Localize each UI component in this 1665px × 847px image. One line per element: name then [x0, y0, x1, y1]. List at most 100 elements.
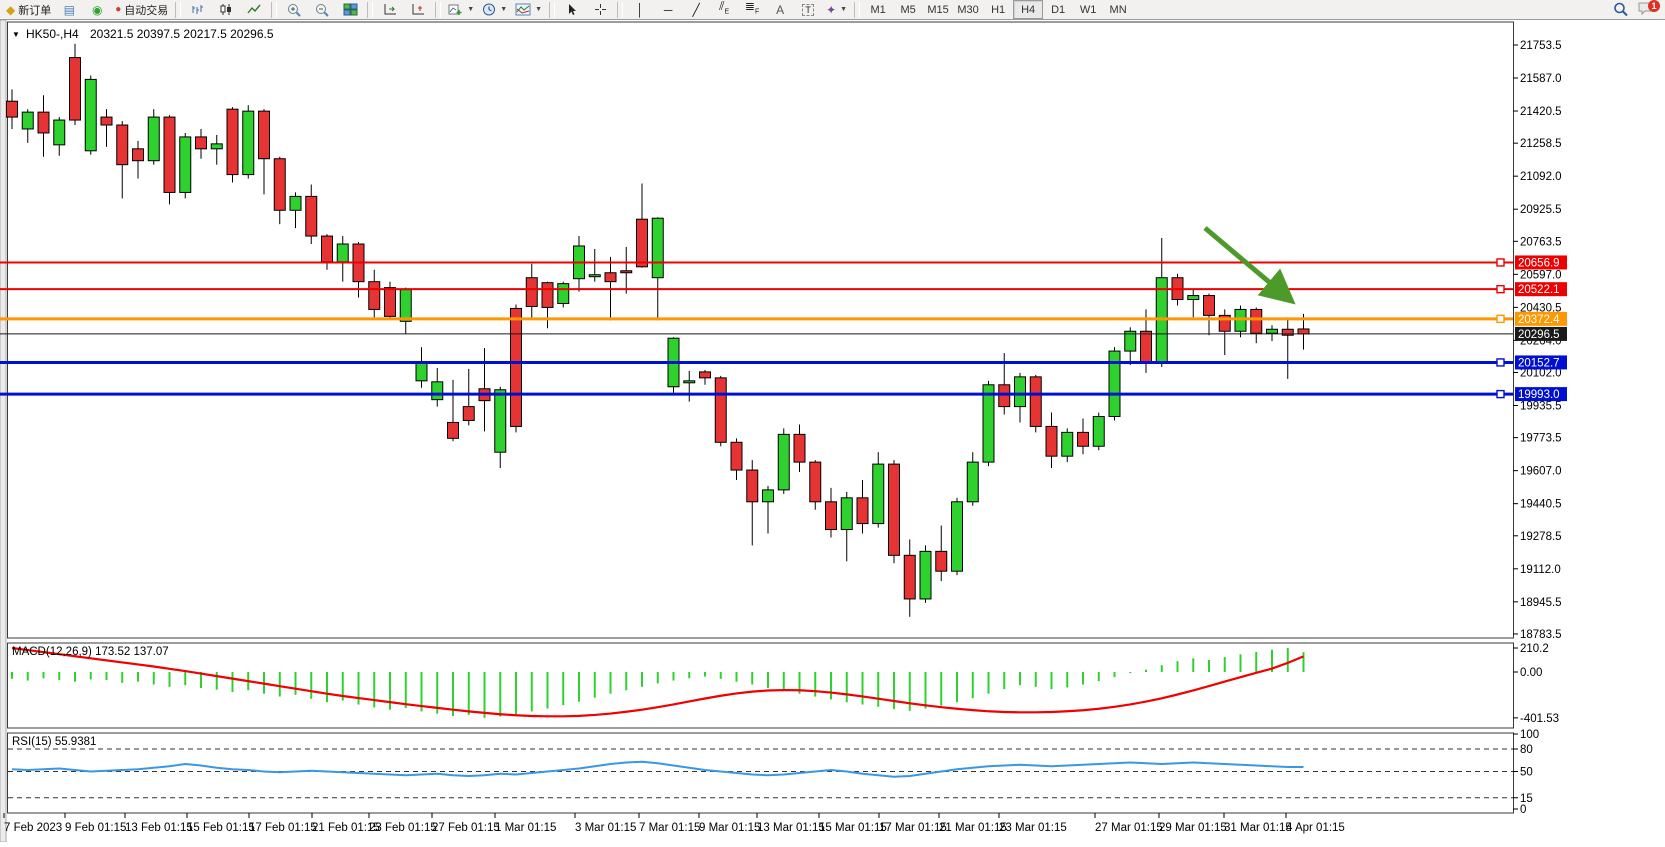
clock-icon: [483, 3, 496, 16]
candle: [793, 424, 806, 473]
trendline-icon: ╱: [692, 2, 700, 17]
timeframe-m15[interactable]: M15: [927, 3, 949, 16]
candle-body-down: [368, 281, 381, 310]
trendline-tool[interactable]: ╱: [682, 0, 710, 20]
timeframe-m1[interactable]: M1: [870, 3, 886, 16]
timeframe-h4[interactable]: H4: [1013, 0, 1044, 19]
candle-body-down: [825, 501, 837, 531]
price-badge: 20522.1: [1515, 282, 1567, 297]
separator: [854, 1, 861, 18]
trend-arrow[interactable]: [1203, 226, 1296, 305]
candle-body-up: [951, 501, 963, 572]
text-label-tool[interactable]: T: [794, 0, 822, 20]
candle: [1077, 418, 1089, 455]
candle-body-down: [100, 116, 113, 126]
crosshair-button[interactable]: [586, 0, 614, 20]
candle: [242, 105, 255, 179]
time-axis-label: 23 Feb 01:15: [369, 822, 437, 834]
chart-title: ▼ HK50-,H4 20321.5 20397.5 20217.5 20296.5: [12, 27, 274, 41]
text-tool[interactable]: A: [766, 0, 794, 20]
candle-body-down: [37, 111, 50, 134]
candle: [116, 121, 129, 199]
chart-area[interactable]: 21753.5 21587.0 21420.5 21258.5 21092.0 20925…: [0, 19, 1665, 843]
equidistant-channel-tool[interactable]: ⫽E: [710, 0, 738, 20]
candle-body-down: [998, 384, 1011, 408]
horizontal-line[interactable]: [0, 358, 1513, 367]
template-icon: [515, 3, 531, 16]
timeframe-h1[interactable]: H1: [991, 3, 1006, 16]
auto-trading-icon: ●: [115, 3, 122, 15]
candle-body-down: [636, 218, 648, 268]
timeframe-w1[interactable]: W1: [1079, 3, 1097, 16]
zoom-out-button[interactable]: [308, 0, 336, 20]
ohlc-values: 20321.5 20397.5 20217.5 20296.5: [90, 27, 274, 41]
chart-shift-button[interactable]: [404, 0, 432, 20]
search-icon[interactable]: [1613, 2, 1629, 17]
timeframe-group: M1 M5 M15 M30 H1 H4 D1 W1 MN: [863, 0, 1133, 19]
fibonacci-tool[interactable]: ≣F: [738, 0, 766, 20]
timeframe-m5[interactable]: M5: [900, 3, 916, 16]
candle: [368, 269, 381, 318]
price-badge: 19993.0: [1515, 387, 1567, 402]
notifications-button[interactable]: 1: [1637, 0, 1660, 19]
price-badge: 20152.7: [1515, 355, 1567, 370]
candle-body-up: [21, 111, 34, 130]
candle: [1187, 289, 1200, 318]
separator: [617, 1, 624, 18]
symbol-dropdown-icon[interactable]: ▼: [12, 30, 20, 39]
candle-body-down: [793, 433, 806, 463]
price-axis-label: 19278.5: [1520, 531, 1562, 543]
candle-body-down: [321, 235, 333, 263]
candle: [163, 115, 176, 205]
auto-trading-button[interactable]: ● 自动交易: [111, 0, 172, 20]
time-axis-label: 13 Feb 01:15: [125, 822, 193, 834]
auto-trading-label: 自动交易: [124, 4, 169, 17]
new-order-label: 新订单: [18, 4, 52, 17]
tile-windows-button[interactable]: [336, 0, 364, 20]
auto-scroll-button[interactable]: [376, 0, 404, 20]
timeframe-d1[interactable]: D1: [1051, 3, 1066, 16]
time-axis-label: 27 Feb 01:15: [432, 822, 500, 834]
candlestick-chart-button[interactable]: [212, 0, 240, 20]
candle-body-down: [746, 469, 759, 503]
horizontal-line[interactable]: [0, 389, 1513, 399]
candle: [746, 460, 759, 546]
price-axis-label: 21092.0: [1520, 171, 1562, 183]
candle-body-up: [966, 461, 979, 503]
timeframe-m30[interactable]: M30: [957, 3, 979, 16]
timeframe-mn[interactable]: MN: [1109, 3, 1127, 16]
arrows-tool[interactable]: ✦ ▼: [822, 0, 851, 20]
hline-anchor: [1496, 284, 1505, 294]
candle: [651, 217, 664, 321]
horizontal-line-tool[interactable]: ─: [654, 0, 682, 20]
macd-axis-label: -401.53: [1520, 713, 1559, 725]
separator: [435, 1, 442, 18]
candle: [69, 43, 81, 126]
horizontal-line[interactable]: [0, 314, 1513, 324]
candle: [384, 281, 396, 320]
line-chart-button[interactable]: [240, 0, 268, 20]
cursor-button[interactable]: [558, 0, 586, 20]
periods-button[interactable]: ▼: [478, 0, 511, 20]
price-badge-bg: [1515, 387, 1567, 402]
broadcast-button[interactable]: ◉: [83, 0, 111, 20]
notification-badge: 1: [1648, 0, 1660, 12]
candle: [305, 184, 318, 244]
new-order-icon: ◆: [6, 2, 16, 17]
bar-chart-button[interactable]: [184, 0, 212, 20]
zoom-in-button[interactable]: [280, 0, 308, 20]
price-badge: 20296.5: [1515, 326, 1567, 341]
new-order-button[interactable]: ◆ 新订单: [2, 0, 55, 20]
candle-body-up: [210, 143, 223, 150]
new-chart-button[interactable]: ▼: [444, 0, 478, 20]
candle-body-down: [620, 270, 633, 274]
terminal-button[interactable]: ▤: [55, 0, 83, 20]
candle: [872, 452, 885, 528]
vertical-line-tool[interactable]: │: [626, 0, 654, 20]
horizontal-line[interactable]: [0, 258, 1513, 267]
time-axis-label: 4 Apr 01:15: [1286, 822, 1345, 834]
candle: [1014, 372, 1026, 423]
candle: [888, 460, 900, 564]
templates-button[interactable]: ▼: [511, 0, 546, 20]
